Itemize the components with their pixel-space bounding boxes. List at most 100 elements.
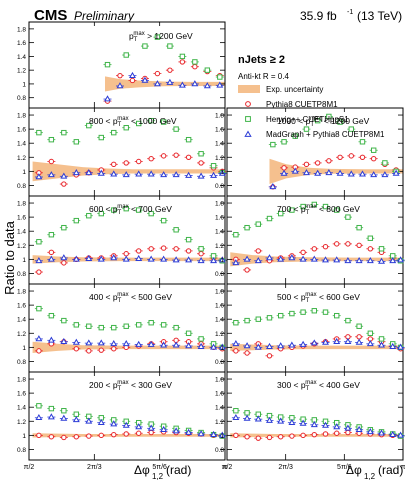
data-point-herwig <box>61 317 67 324</box>
data-point-herwig <box>86 122 92 129</box>
data-point-madgraph <box>355 425 363 433</box>
data-point-madgraph <box>172 427 180 434</box>
data-point-herwig <box>198 151 204 157</box>
data-point-herwig <box>300 309 306 315</box>
data-point-herwig <box>86 323 92 329</box>
data-point-herwig <box>314 117 321 124</box>
uncertainty-band <box>105 76 225 92</box>
data-point-herwig <box>179 53 186 60</box>
y-tick-label: 1.4 <box>17 317 26 324</box>
data-point-madgraph <box>389 430 397 437</box>
data-point-madgraph <box>197 256 205 264</box>
data-point-herwig <box>300 203 306 210</box>
data-point-madgraph <box>355 338 363 345</box>
data-point-madgraph <box>288 254 296 261</box>
data-point-madgraph <box>254 343 262 350</box>
data-point-pythia <box>185 248 192 254</box>
data-point-pythia <box>179 59 186 65</box>
data-point-pythia <box>123 431 129 437</box>
x-tick-label: π <box>401 464 405 471</box>
data-point-herwig <box>210 163 217 169</box>
data-point-herwig <box>378 336 385 342</box>
data-point-madgraph <box>104 95 111 102</box>
data-point-herwig <box>185 330 192 336</box>
data-point-herwig <box>356 323 362 329</box>
data-point-madgraph <box>97 418 105 425</box>
data-point-madgraph <box>97 339 105 346</box>
data-point-madgraph <box>147 170 155 177</box>
data-point-herwig <box>86 213 92 219</box>
data-point-madgraph <box>210 256 218 264</box>
data-point-pythia <box>123 160 129 166</box>
data-point-pythia <box>233 348 239 354</box>
data-point-herwig <box>198 246 204 252</box>
y-tick-label: 0.8 <box>17 447 26 454</box>
data-point-madgraph <box>347 170 355 177</box>
y-tick-label: 0.8 <box>17 359 26 366</box>
data-point-herwig <box>217 74 223 80</box>
data-point-pythia <box>345 429 351 436</box>
data-point-madgraph <box>110 420 118 427</box>
data-point-herwig <box>167 43 173 49</box>
data-point-herwig <box>98 210 104 217</box>
data-point-madgraph <box>191 80 199 87</box>
data-point-madgraph <box>147 424 155 431</box>
data-point-pythia <box>154 70 161 77</box>
data-point-madgraph <box>277 255 285 262</box>
data-point-pythia <box>61 181 67 187</box>
data-point-pythia <box>311 431 318 438</box>
y-tick-label: 1.2 <box>215 243 224 250</box>
x-tick-label: π/2 <box>222 464 233 471</box>
data-point-herwig <box>160 119 167 125</box>
y-tick-label: 0.8 <box>17 95 26 102</box>
y-tick-label: 1.6 <box>215 391 224 398</box>
data-point-madgraph <box>359 170 366 177</box>
data-point-madgraph <box>47 413 55 420</box>
y-tick-label: 1.6 <box>215 303 224 310</box>
data-point-madgraph <box>35 413 43 421</box>
y-tick-label: 1.2 <box>215 419 224 426</box>
y-tick-label: 1 <box>220 433 224 440</box>
data-point-madgraph <box>378 341 385 348</box>
panel: 0.8 1 1.2 1.4 1.6 1.8 200 < pTmax < 300 GeV π/2… <box>17 371 228 471</box>
data-point-pythia <box>160 153 167 159</box>
x-axis-label-unit: (rad) <box>378 463 403 477</box>
data-point-madgraph <box>232 340 240 347</box>
data-point-madgraph <box>172 171 180 178</box>
y-tick-label: 1.4 <box>17 141 26 148</box>
data-point-herwig <box>111 129 117 136</box>
data-point-pythia <box>123 251 129 257</box>
data-point-pythia <box>111 431 117 438</box>
data-point-madgraph <box>122 340 130 347</box>
data-point-madgraph <box>147 255 155 262</box>
data-point-madgraph <box>299 419 307 426</box>
data-point-pythia <box>160 245 167 251</box>
y-tick-label: 1.4 <box>215 405 224 412</box>
data-point-madgraph <box>185 342 193 349</box>
y-tick-label: 1.4 <box>215 229 224 236</box>
data-point-madgraph <box>216 81 224 88</box>
data-point-madgraph <box>47 255 55 262</box>
data-point-pythia <box>326 158 332 164</box>
data-point-madgraph <box>254 415 262 422</box>
data-point-madgraph <box>97 255 105 262</box>
data-point-madgraph <box>110 340 118 347</box>
y-tick-label: 1.2 <box>215 155 224 162</box>
panel-frame <box>28 371 226 461</box>
data-point-pythia <box>136 430 142 436</box>
data-point-pythia <box>266 434 273 441</box>
data-point-herwig <box>123 323 129 329</box>
data-point-madgraph <box>141 76 149 83</box>
data-point-pythia <box>36 348 42 354</box>
data-point-madgraph <box>269 183 277 190</box>
data-point-pythia <box>192 64 198 70</box>
data-point-herwig <box>266 215 273 222</box>
data-point-pythia <box>367 246 374 252</box>
data-point-herwig <box>136 322 142 328</box>
data-point-herwig <box>185 136 192 143</box>
data-point-madgraph <box>110 254 118 261</box>
data-point-herwig <box>266 315 273 321</box>
data-point-herwig <box>334 207 340 213</box>
panel-label: pTmax > 1200 GeV <box>129 31 193 43</box>
y-tick-label: 1.2 <box>17 243 26 250</box>
